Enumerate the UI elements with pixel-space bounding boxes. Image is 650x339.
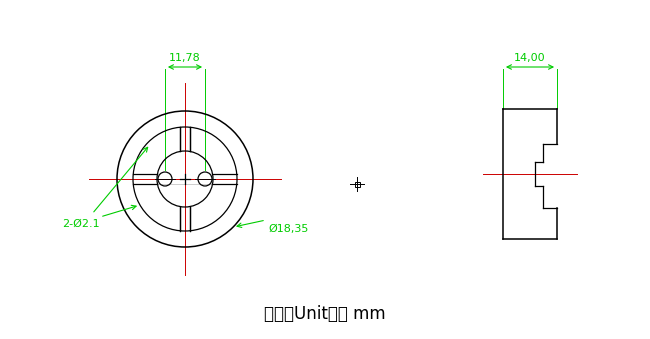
Bar (354, 181, 359, 186)
Text: Ø18,35: Ø18,35 (268, 224, 308, 234)
Text: 2-Ø2.1: 2-Ø2.1 (62, 219, 99, 229)
Text: 11,78: 11,78 (169, 53, 201, 63)
Text: 单位（Unit）： mm: 单位（Unit）： mm (264, 305, 386, 323)
Text: 14,00: 14,00 (514, 53, 546, 63)
